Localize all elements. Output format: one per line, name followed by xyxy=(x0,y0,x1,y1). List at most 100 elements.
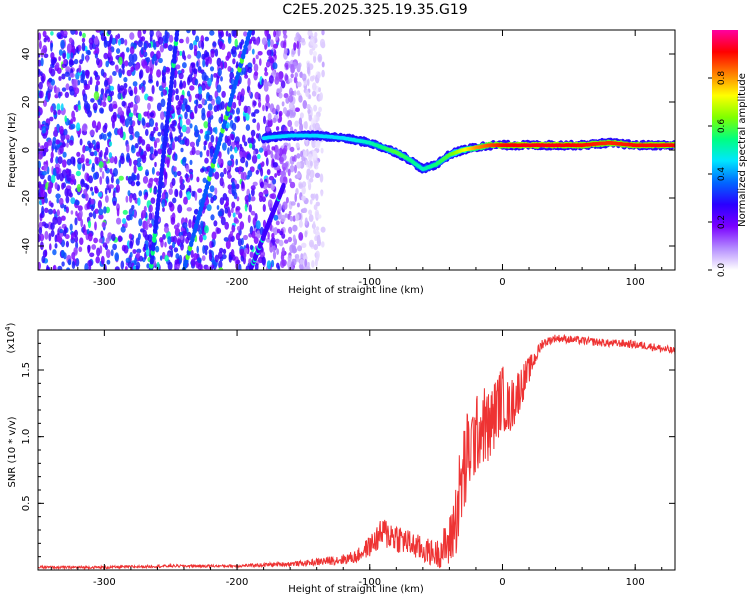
noise-speckle xyxy=(79,59,83,65)
noise-speckle xyxy=(247,214,251,224)
noise-speckle xyxy=(312,150,318,159)
noise-speckle xyxy=(180,242,184,251)
noise-speckle xyxy=(108,75,113,85)
noise-speckle xyxy=(78,64,82,74)
noise-speckle xyxy=(289,264,294,270)
noise-speckle xyxy=(65,240,69,248)
x-tick-label: -200 xyxy=(226,577,249,588)
noise-speckle xyxy=(307,108,311,114)
noise-speckle xyxy=(172,241,176,249)
noise-speckle xyxy=(145,169,149,177)
noise-speckle xyxy=(278,71,284,80)
noise-speckle xyxy=(61,182,65,190)
noise-speckle xyxy=(195,99,199,107)
noise-speckle xyxy=(249,251,254,258)
noise-speckle xyxy=(282,201,288,210)
noise-speckle xyxy=(98,214,104,220)
noise-speckle xyxy=(298,263,303,270)
noise-speckle xyxy=(59,172,64,182)
noise-speckle xyxy=(132,249,137,254)
noise-speckle xyxy=(78,246,83,253)
noise-speckle xyxy=(225,55,230,61)
noise-speckle xyxy=(41,75,45,84)
noise-speckle xyxy=(162,74,167,84)
noise-speckle xyxy=(318,56,322,62)
noise-speckle xyxy=(298,220,303,228)
noise-speckle xyxy=(44,197,48,204)
noise-speckle xyxy=(184,111,188,120)
noise-speckle xyxy=(41,205,45,215)
noise-speckle xyxy=(39,213,43,219)
noise-speckle xyxy=(312,50,317,57)
noise-speckle xyxy=(155,245,160,253)
noise-speckle xyxy=(126,47,130,53)
noise-speckle xyxy=(176,170,182,177)
snr-scale-exponent: 4 xyxy=(4,326,12,331)
noise-speckle xyxy=(303,266,309,270)
noise-speckle xyxy=(257,51,263,56)
noise-speckle xyxy=(125,266,128,270)
noise-speckle xyxy=(92,102,98,111)
noise-speckle xyxy=(241,180,244,189)
noise-speckle xyxy=(220,113,224,123)
noise-speckle xyxy=(197,264,203,270)
noise-speckle xyxy=(210,214,215,221)
noise-speckle xyxy=(227,66,232,72)
noise-speckle xyxy=(239,150,243,159)
noise-speckle xyxy=(232,101,237,109)
noise-speckle xyxy=(99,176,103,185)
noise-speckle xyxy=(145,244,149,251)
noise-speckle xyxy=(205,59,209,66)
noise-speckle xyxy=(63,128,68,136)
noise-speckle xyxy=(159,44,165,53)
noise-speckle xyxy=(290,73,294,79)
noise-speckle xyxy=(233,217,238,224)
noise-speckle xyxy=(55,193,61,199)
noise-speckle xyxy=(220,61,224,71)
noise-speckle xyxy=(154,150,158,157)
noise-speckle xyxy=(310,121,314,130)
noise-speckle xyxy=(260,167,264,177)
noise-speckle xyxy=(289,146,295,153)
noise-speckle xyxy=(87,244,91,251)
noise-speckle xyxy=(201,71,207,81)
noise-speckle xyxy=(219,177,224,187)
noise-speckle xyxy=(149,30,154,37)
noise-speckle xyxy=(209,185,215,193)
x-tick-label: -100 xyxy=(358,577,381,588)
noise-speckle xyxy=(261,78,265,86)
noise-speckle xyxy=(135,95,141,104)
noise-speckle xyxy=(129,240,133,249)
noise-speckle xyxy=(59,228,64,234)
noise-speckle xyxy=(275,148,281,155)
noise-speckle xyxy=(294,164,297,174)
noise-speckle xyxy=(117,128,123,136)
noise-speckle xyxy=(192,215,196,223)
noise-speckle xyxy=(74,235,79,243)
noise-speckle xyxy=(294,72,298,78)
diagonal-streak-point xyxy=(248,30,253,34)
noise-speckle xyxy=(107,95,111,102)
noise-speckle xyxy=(70,156,76,165)
noise-speckle xyxy=(70,30,76,35)
noise-speckle xyxy=(164,30,168,38)
noise-speckle xyxy=(311,260,315,268)
noise-speckle xyxy=(63,252,67,260)
x-tick-label: 100 xyxy=(626,577,645,588)
noise-speckle xyxy=(194,105,198,114)
noise-speckle xyxy=(78,104,81,111)
noise-speckle xyxy=(140,36,144,42)
noise-speckle xyxy=(315,250,320,260)
noise-speckle xyxy=(247,66,253,74)
noise-speckle xyxy=(48,233,52,242)
noise-speckle xyxy=(91,198,95,205)
noise-speckle xyxy=(311,194,315,201)
noise-speckle xyxy=(270,237,276,244)
noise-speckle xyxy=(38,227,43,235)
noise-speckle xyxy=(123,245,129,254)
noise-speckle xyxy=(81,37,86,43)
noise-speckle xyxy=(270,150,274,159)
noise-speckle xyxy=(148,118,155,127)
noise-speckle xyxy=(71,252,76,260)
